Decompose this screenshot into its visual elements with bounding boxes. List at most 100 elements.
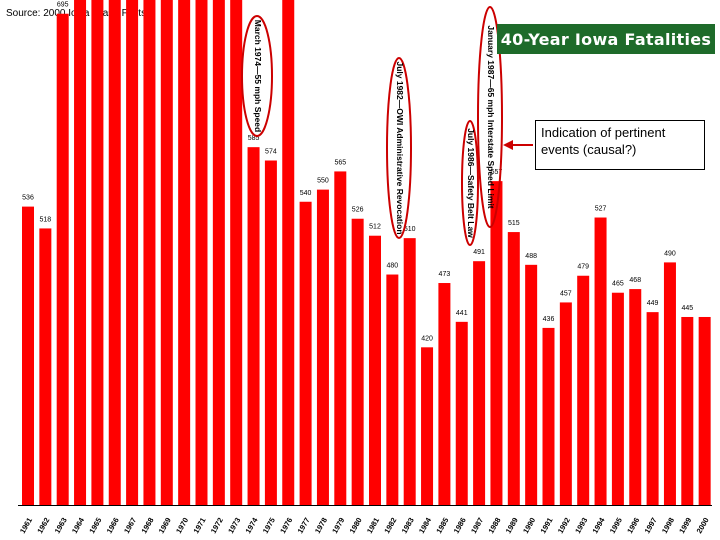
value-label-1990: 488 bbox=[525, 253, 537, 260]
value-label-1999: 445 bbox=[681, 305, 693, 312]
value-label-1980: 526 bbox=[352, 207, 364, 214]
tick-label-1970: 1970 bbox=[174, 516, 190, 535]
bar-1997 bbox=[646, 312, 659, 505]
tick-label-1962: 1962 bbox=[35, 516, 51, 535]
value-label-1988: 557 bbox=[491, 169, 503, 176]
bar-1972 bbox=[212, 0, 225, 506]
tick-label-1981: 1981 bbox=[365, 516, 381, 535]
tick-label-1978: 1978 bbox=[313, 516, 329, 535]
tick-label-1982: 1982 bbox=[382, 516, 398, 535]
tick-label-1980: 1980 bbox=[348, 516, 364, 535]
bar-1979 bbox=[334, 171, 347, 506]
bar-1999 bbox=[681, 316, 694, 505]
bar-1987 bbox=[473, 261, 486, 505]
tick-label-1998: 1998 bbox=[660, 516, 676, 535]
event-ellipse-3 bbox=[461, 120, 479, 246]
bar-1980 bbox=[351, 218, 364, 505]
bar-1965 bbox=[91, 0, 104, 506]
value-label-1989: 515 bbox=[508, 220, 520, 227]
bar-1964 bbox=[74, 0, 87, 505]
bar-1961 bbox=[22, 206, 34, 506]
value-label-1994: 527 bbox=[595, 206, 607, 213]
tick-label-1987: 1987 bbox=[469, 516, 485, 535]
event-label-1: March 1974—55 mph Speed bbox=[253, 20, 263, 132]
tick-label-1972: 1972 bbox=[209, 516, 225, 535]
annotation-callout: Indication of pertinent events (causal?) bbox=[535, 120, 705, 170]
tick-label-1996: 1996 bbox=[625, 516, 641, 535]
value-label-1991: 436 bbox=[543, 316, 555, 323]
bar-1977 bbox=[299, 201, 312, 505]
tick-label-1961: 1961 bbox=[18, 516, 34, 535]
tick-label-1964: 1964 bbox=[70, 515, 87, 535]
bar-1996 bbox=[629, 289, 642, 505]
bar-1981 bbox=[369, 235, 381, 506]
tick-label-1979: 1979 bbox=[330, 516, 346, 535]
callout-line-2: events (causal?) bbox=[541, 142, 637, 157]
value-label-1979: 565 bbox=[334, 159, 346, 166]
value-label-1992: 457 bbox=[560, 290, 572, 297]
value-label-1985: 473 bbox=[439, 271, 451, 278]
tick-label-1992: 1992 bbox=[556, 516, 572, 535]
tick-label-1974: 1974 bbox=[243, 515, 260, 535]
value-label-1974: 585 bbox=[248, 135, 260, 142]
bar-1984 bbox=[421, 347, 434, 505]
value-label-1987: 491 bbox=[473, 249, 485, 256]
tick-label-1973: 1973 bbox=[226, 516, 242, 535]
value-label-1984: 420 bbox=[421, 335, 433, 342]
bar-1982 bbox=[386, 274, 399, 505]
bar-1963 bbox=[56, 13, 69, 506]
value-label-1986: 441 bbox=[456, 310, 468, 317]
tick-label-1991: 1991 bbox=[538, 516, 554, 535]
tick-label-1971: 1971 bbox=[191, 516, 207, 535]
tick-label-1997: 1997 bbox=[643, 516, 659, 535]
bar-1994 bbox=[594, 217, 607, 506]
bar-1970 bbox=[178, 0, 191, 506]
value-label-1962: 518 bbox=[40, 216, 52, 223]
bar-1990 bbox=[525, 264, 538, 505]
value-label-1981: 512 bbox=[369, 224, 381, 231]
value-label-1982: 480 bbox=[387, 263, 399, 270]
chart-title: 40-Year Iowa Fatalities bbox=[497, 24, 715, 54]
tick-label-1988: 1988 bbox=[486, 516, 502, 535]
tick-label-1963: 1963 bbox=[53, 516, 69, 535]
bar-1978 bbox=[316, 189, 329, 505]
tick-label-1965: 1965 bbox=[87, 516, 103, 535]
event-label-2: July 1982—OWI Administrative Revocation bbox=[395, 61, 405, 234]
tick-label-1995: 1995 bbox=[608, 516, 624, 535]
bar-1992 bbox=[559, 302, 572, 505]
bar-1985 bbox=[438, 283, 451, 505]
tick-label-1984: 1984 bbox=[417, 515, 434, 535]
tick-label-1975: 1975 bbox=[261, 516, 277, 535]
bar-1962 bbox=[39, 228, 52, 505]
tick-label-1969: 1969 bbox=[157, 516, 173, 535]
tick-label-2000: 2000 bbox=[695, 516, 711, 535]
bar-2000 bbox=[698, 316, 711, 505]
tick-label-1999: 1999 bbox=[677, 516, 693, 535]
bar-1989 bbox=[507, 232, 520, 505]
bar-1966 bbox=[108, 0, 121, 505]
tick-label-1983: 1983 bbox=[400, 516, 416, 535]
bar-1983 bbox=[403, 238, 416, 505]
value-label-1978: 550 bbox=[317, 178, 329, 185]
bar-1974 bbox=[247, 147, 260, 506]
value-label-1975: 574 bbox=[265, 149, 277, 156]
bar-1967 bbox=[126, 0, 139, 506]
tick-label-1976: 1976 bbox=[278, 516, 294, 535]
value-label-1963: 695 bbox=[57, 2, 69, 9]
tick-label-1993: 1993 bbox=[573, 516, 589, 535]
value-label-1961: 536 bbox=[22, 195, 34, 202]
value-label-1983: 510 bbox=[404, 226, 416, 233]
bar-1971 bbox=[195, 0, 208, 505]
bar-1998 bbox=[663, 262, 676, 505]
bar-1973 bbox=[230, 0, 243, 505]
event-ellipse-4 bbox=[477, 6, 503, 228]
bar-1988 bbox=[490, 181, 503, 505]
tick-label-1967: 1967 bbox=[122, 516, 138, 535]
event-label-3: July 1986—Safety Belt Law bbox=[466, 128, 476, 238]
callout-arrow-head bbox=[503, 140, 513, 150]
bar-1976 bbox=[282, 0, 295, 505]
value-label-1996: 468 bbox=[629, 277, 641, 284]
tick-label-1989: 1989 bbox=[504, 516, 520, 535]
event-label-4: January 1987—65 mph Interstate Speed Lim… bbox=[486, 25, 496, 208]
